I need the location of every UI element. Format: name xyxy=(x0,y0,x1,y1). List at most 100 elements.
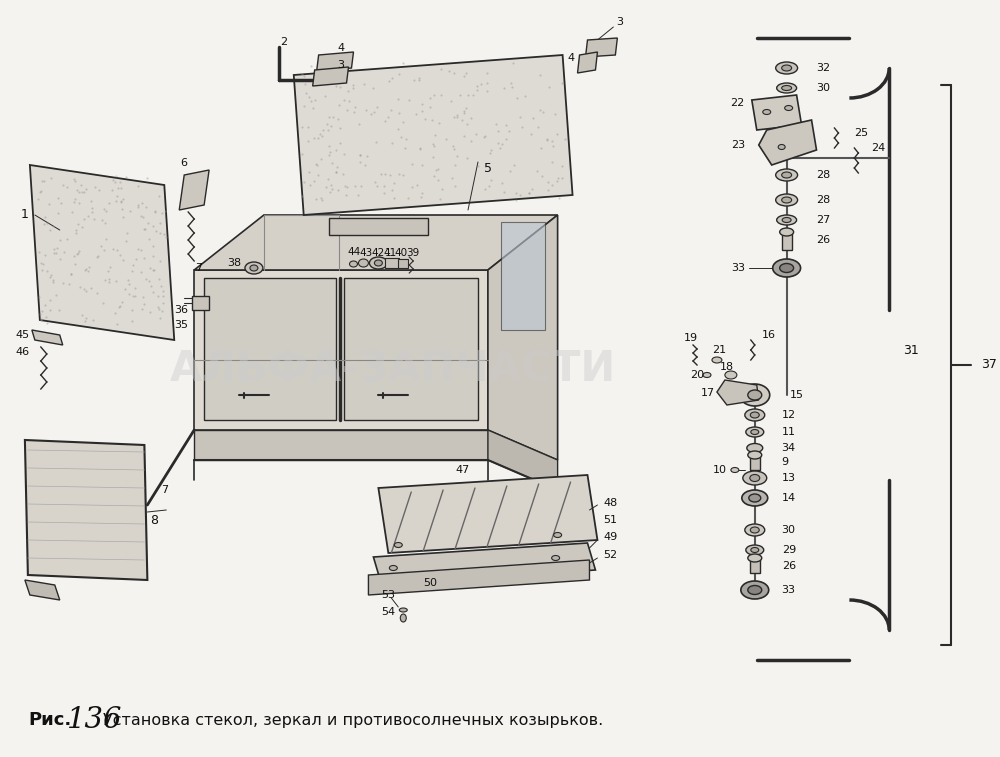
Text: 42: 42 xyxy=(372,248,385,258)
Polygon shape xyxy=(329,218,428,235)
Text: 39: 39 xyxy=(407,248,420,258)
Polygon shape xyxy=(313,67,349,86)
Text: 10: 10 xyxy=(713,465,727,475)
Text: 17: 17 xyxy=(701,388,715,398)
Ellipse shape xyxy=(245,262,263,274)
Polygon shape xyxy=(25,440,147,580)
Ellipse shape xyxy=(751,547,759,553)
Polygon shape xyxy=(373,543,595,584)
Polygon shape xyxy=(32,330,63,345)
Bar xyxy=(398,259,408,268)
Text: 22: 22 xyxy=(731,98,745,108)
Ellipse shape xyxy=(394,543,402,547)
Text: 16: 16 xyxy=(762,330,776,340)
Text: 36: 36 xyxy=(174,305,188,315)
Ellipse shape xyxy=(780,228,794,236)
Ellipse shape xyxy=(745,524,765,536)
Polygon shape xyxy=(294,55,573,215)
Text: 37: 37 xyxy=(981,359,997,372)
Ellipse shape xyxy=(250,265,258,271)
Ellipse shape xyxy=(778,145,785,149)
Text: 2: 2 xyxy=(280,37,287,47)
Ellipse shape xyxy=(742,490,768,506)
Text: 21: 21 xyxy=(712,345,726,355)
Polygon shape xyxy=(586,38,617,57)
Text: 28: 28 xyxy=(817,195,831,205)
Polygon shape xyxy=(344,278,478,420)
Text: 43: 43 xyxy=(360,248,373,258)
Text: 24: 24 xyxy=(871,143,886,153)
Text: 34: 34 xyxy=(782,443,796,453)
Polygon shape xyxy=(501,222,545,330)
Ellipse shape xyxy=(785,105,793,111)
Ellipse shape xyxy=(741,581,769,599)
Polygon shape xyxy=(717,380,759,405)
Ellipse shape xyxy=(369,257,387,269)
Ellipse shape xyxy=(777,215,797,225)
Ellipse shape xyxy=(389,565,397,571)
Text: 51: 51 xyxy=(603,515,617,525)
Text: 46: 46 xyxy=(16,347,30,357)
Text: 27: 27 xyxy=(817,215,831,225)
Ellipse shape xyxy=(374,260,382,266)
Polygon shape xyxy=(488,215,558,460)
Text: 1: 1 xyxy=(385,248,392,258)
Ellipse shape xyxy=(750,412,759,418)
Ellipse shape xyxy=(731,468,739,472)
Ellipse shape xyxy=(358,259,368,267)
Text: 5: 5 xyxy=(484,161,492,175)
Ellipse shape xyxy=(763,110,771,114)
Ellipse shape xyxy=(782,197,792,203)
Ellipse shape xyxy=(782,65,792,71)
Ellipse shape xyxy=(725,371,737,379)
Text: 15: 15 xyxy=(790,390,804,400)
Ellipse shape xyxy=(750,475,760,481)
Text: 3: 3 xyxy=(337,60,344,70)
Text: 33: 33 xyxy=(731,263,745,273)
Text: 30: 30 xyxy=(817,83,831,93)
Polygon shape xyxy=(317,52,353,71)
Text: 41: 41 xyxy=(384,248,397,258)
Text: 35: 35 xyxy=(174,320,188,330)
Ellipse shape xyxy=(782,86,792,91)
Text: 4: 4 xyxy=(337,43,344,53)
Polygon shape xyxy=(30,165,174,340)
Polygon shape xyxy=(179,170,209,210)
Polygon shape xyxy=(759,120,817,165)
Text: Рис.: Рис. xyxy=(28,711,71,729)
Text: 45: 45 xyxy=(16,330,30,340)
Polygon shape xyxy=(578,52,597,73)
Bar xyxy=(750,455,760,470)
Ellipse shape xyxy=(780,263,794,273)
Text: 40: 40 xyxy=(395,248,408,258)
Text: 52: 52 xyxy=(603,550,617,560)
Text: 44: 44 xyxy=(348,247,361,257)
Text: 19: 19 xyxy=(684,333,698,343)
Text: 31: 31 xyxy=(903,344,919,357)
Ellipse shape xyxy=(712,357,722,363)
Text: 7: 7 xyxy=(161,485,168,495)
Ellipse shape xyxy=(777,83,797,93)
Text: 26: 26 xyxy=(817,235,831,245)
Text: АЛЬФА-ЗАПЧАСТИ: АЛЬФА-ЗАПЧАСТИ xyxy=(170,349,616,391)
Ellipse shape xyxy=(776,62,798,74)
Text: 28: 28 xyxy=(817,170,831,180)
Ellipse shape xyxy=(399,608,407,612)
Ellipse shape xyxy=(749,494,761,502)
Text: 53: 53 xyxy=(381,590,395,600)
Ellipse shape xyxy=(776,169,798,181)
Text: 25: 25 xyxy=(854,128,868,138)
Ellipse shape xyxy=(748,390,762,400)
Text: 7: 7 xyxy=(196,263,203,273)
Ellipse shape xyxy=(747,444,763,453)
Text: 18: 18 xyxy=(720,362,734,372)
Polygon shape xyxy=(368,560,589,595)
Ellipse shape xyxy=(750,527,759,533)
Ellipse shape xyxy=(350,261,357,267)
Ellipse shape xyxy=(400,614,406,622)
Text: 14: 14 xyxy=(782,493,796,503)
Text: 30: 30 xyxy=(782,525,796,535)
Ellipse shape xyxy=(740,384,770,406)
Bar xyxy=(782,232,792,250)
Ellipse shape xyxy=(745,409,765,421)
